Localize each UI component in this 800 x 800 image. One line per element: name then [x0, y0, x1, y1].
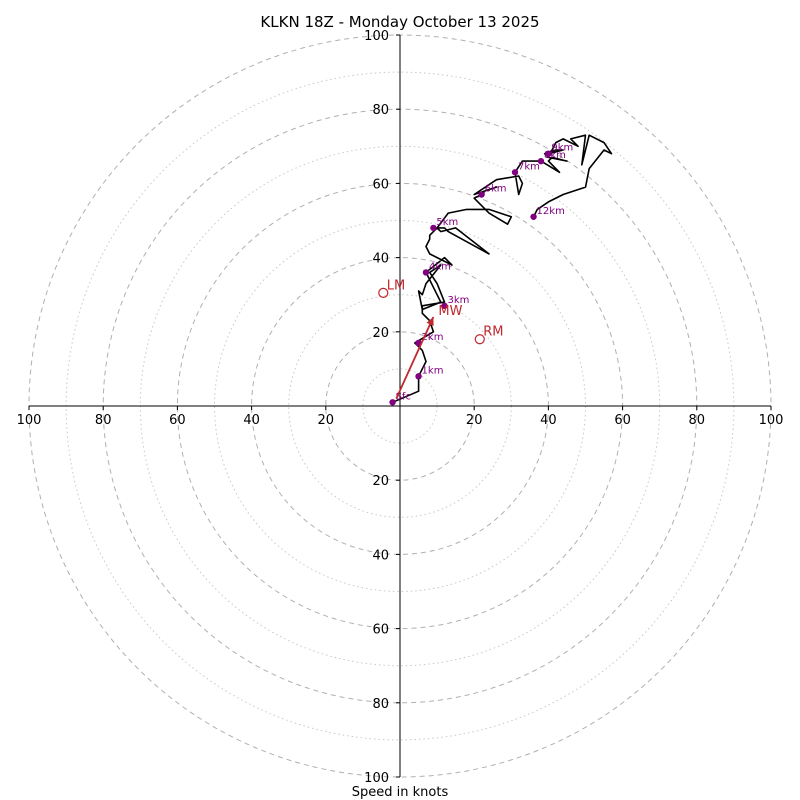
storm-motion: MW RM LM [378, 278, 504, 399]
x-tick-label: 60 [169, 413, 186, 428]
y-tick-label: 80 [372, 103, 389, 118]
height-marker-5km [430, 224, 437, 232]
height-marker-12km [530, 213, 537, 220]
x-tick-label: 100 [759, 413, 784, 428]
height-label-3km: 3km [448, 295, 470, 306]
y-tick-label: 20 [372, 326, 389, 341]
height-marker-8km [537, 157, 545, 165]
hodograph-trace [392, 134, 613, 404]
y-tick-label: 20 [372, 474, 389, 489]
height-label-4km: 4km [429, 261, 451, 272]
height-label-7km: 7km [518, 161, 540, 172]
motion-marker-rm [474, 334, 485, 345]
x-tick-label: 80 [95, 413, 112, 428]
height-marker-sfc [389, 399, 396, 406]
height-marker-7km [511, 169, 519, 176]
x-tick-label: 60 [614, 413, 631, 428]
y-tick-label: 40 [372, 548, 389, 563]
y-tick-label: 80 [372, 697, 389, 712]
x-tick-label: 80 [689, 413, 706, 428]
height-marker-6km [478, 191, 485, 198]
axes [29, 35, 771, 777]
mean-wind-label: MW [438, 304, 462, 319]
y-tick-label: 100 [364, 771, 389, 786]
height-label-12km: 12km [537, 206, 565, 217]
height-label-9km: 9km [551, 143, 573, 154]
motion-marker-lm [378, 287, 389, 298]
height-label-2km: 2km [422, 332, 444, 343]
motion-label-lm: LM [387, 278, 405, 293]
tick-labels: 100 80 60 40 20 20 40 60 80 100 100 80 60 40 20 20 40 60 8… [17, 29, 784, 786]
height-marker-4km [422, 269, 430, 276]
height-label-1km: 1km [422, 365, 444, 376]
y-tick-label: 60 [372, 177, 389, 192]
x-tick-label: 20 [466, 413, 483, 428]
x-tick-label: 100 [17, 413, 42, 428]
x-tick-label: 20 [318, 413, 335, 428]
y-tick-label: 100 [364, 29, 389, 44]
motion-label-rm: RM [483, 325, 503, 340]
height-marker-1km [415, 373, 422, 380]
mean-wind-arrowhead [426, 317, 434, 326]
x-axis-label: Speed in knots [352, 785, 449, 800]
y-tick-label: 40 [372, 252, 389, 267]
y-tick-label: 60 [372, 623, 389, 638]
x-tick-label: 40 [243, 413, 260, 428]
chart-title: KLKN 18Z - Monday October 13 2025 [260, 13, 539, 31]
height-label-5km: 5km [436, 217, 458, 228]
height-marker-9km [545, 150, 552, 157]
height-label-sfc: Sfc [396, 391, 411, 402]
height-label-6km: 6km [485, 184, 507, 195]
height-marker-3km [441, 302, 448, 310]
mean-wind-arrow [395, 316, 435, 399]
x-tick-label: 40 [540, 413, 557, 428]
wind-profile [392, 134, 613, 404]
height-label-8km: 8km [544, 150, 566, 161]
